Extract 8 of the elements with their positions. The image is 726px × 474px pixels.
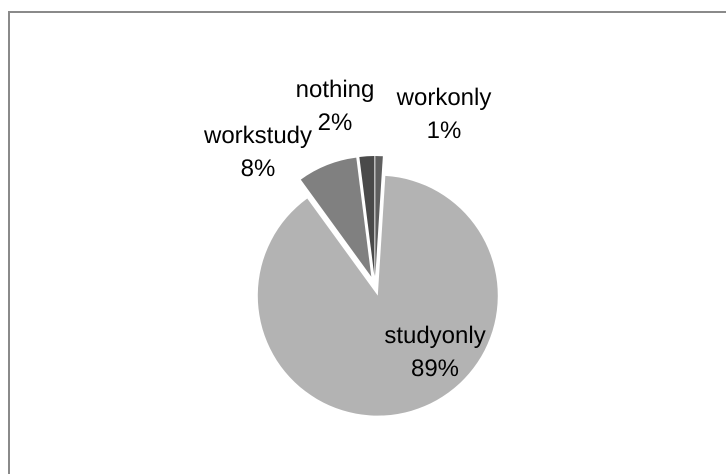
slice-label: workstudy [202,122,312,149]
data-label: 89% [410,355,460,382]
slice-label: studyonly [384,322,486,349]
slice-label: nothing [296,76,374,103]
data-label: 8% [240,155,276,182]
data-label: 2% [318,109,352,136]
slice-label: workonly [396,84,492,111]
data-label: 1% [426,117,462,144]
